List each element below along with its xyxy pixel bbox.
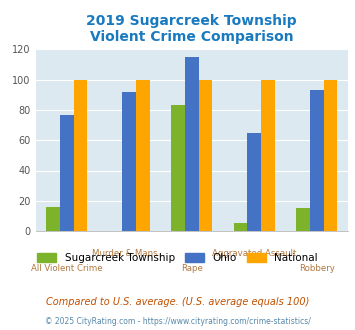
Bar xyxy=(185,57,198,231)
Bar xyxy=(247,133,261,231)
Bar xyxy=(122,92,136,231)
Bar xyxy=(234,223,247,231)
Bar xyxy=(73,80,87,231)
Bar xyxy=(136,80,150,231)
Text: Aggravated Assault: Aggravated Assault xyxy=(212,249,296,258)
Bar xyxy=(171,106,185,231)
Title: 2019 Sugarcreek Township
Violent Crime Comparison: 2019 Sugarcreek Township Violent Crime C… xyxy=(86,14,297,44)
Bar xyxy=(296,208,310,231)
Bar xyxy=(60,115,73,231)
Bar xyxy=(46,207,60,231)
Bar xyxy=(310,90,323,231)
Text: Robbery: Robbery xyxy=(299,264,335,273)
Text: All Violent Crime: All Violent Crime xyxy=(31,264,103,273)
Legend: Sugarcreek Township, Ohio, National: Sugarcreek Township, Ohio, National xyxy=(33,248,322,267)
Text: Murder & Mans...: Murder & Mans... xyxy=(92,249,166,258)
Text: Compared to U.S. average. (U.S. average equals 100): Compared to U.S. average. (U.S. average … xyxy=(46,297,309,307)
Bar xyxy=(323,80,337,231)
Text: Rape: Rape xyxy=(181,264,203,273)
Bar xyxy=(198,80,212,231)
Bar xyxy=(261,80,275,231)
Text: © 2025 CityRating.com - https://www.cityrating.com/crime-statistics/: © 2025 CityRating.com - https://www.city… xyxy=(45,317,310,326)
